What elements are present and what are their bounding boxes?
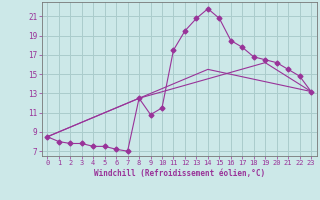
X-axis label: Windchill (Refroidissement éolien,°C): Windchill (Refroidissement éolien,°C) — [94, 169, 265, 178]
